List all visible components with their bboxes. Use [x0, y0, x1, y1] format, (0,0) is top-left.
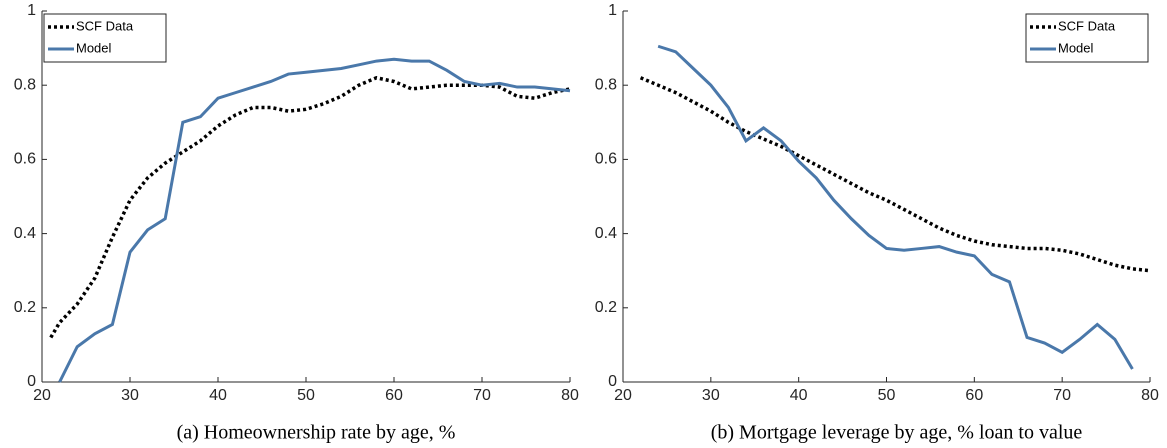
- x-tick-label: 80: [1141, 387, 1159, 404]
- y-tick-label: 1: [27, 2, 36, 19]
- y-tick-label: 0: [608, 373, 617, 390]
- y-tick-label: 0.2: [595, 299, 617, 316]
- x-tick-label: 60: [965, 387, 983, 404]
- y-tick-label: 0.4: [595, 225, 617, 242]
- x-tick-label: 20: [33, 387, 51, 404]
- x-tick-label: 70: [1053, 387, 1071, 404]
- caption: (b) Mortgage leverage by age, % loan to …: [711, 422, 1083, 444]
- caption: (a) Homeownership rate by age, %: [177, 422, 456, 444]
- x-tick-label: 50: [297, 387, 315, 404]
- x-tick-label: 20: [614, 387, 632, 404]
- series-line: [639, 76, 1151, 273]
- y-tick-label: 0.4: [14, 225, 36, 242]
- x-tick-label: 40: [209, 387, 227, 404]
- y-tick-label: 0.2: [14, 299, 36, 316]
- y-tick-label: 0.6: [595, 151, 617, 168]
- y-tick-label: 0.8: [595, 76, 617, 93]
- x-tick-label: 50: [878, 387, 896, 404]
- x-tick-label: 70: [473, 387, 491, 404]
- y-tick-label: 0.8: [14, 76, 36, 93]
- legend-label: Model: [76, 40, 112, 55]
- series-line: [49, 75, 571, 339]
- series-line: [58, 57, 571, 383]
- legend-label: SCF Data: [76, 18, 134, 33]
- legend-box: [43, 13, 167, 63]
- y-tick-label: 0: [27, 373, 36, 390]
- legend-label: Model: [1058, 40, 1094, 55]
- series-line: [657, 44, 1134, 370]
- x-tick-label: 30: [702, 387, 720, 404]
- x-tick-label: 40: [790, 387, 808, 404]
- legend-box: [1025, 13, 1149, 63]
- y-tick-label: 1: [608, 2, 617, 19]
- x-tick-label: 30: [121, 387, 139, 404]
- legend-label: SCF Data: [1058, 18, 1116, 33]
- x-tick-label: 60: [385, 387, 403, 404]
- x-tick-label: 80: [561, 387, 579, 404]
- y-tick-label: 0.6: [14, 151, 36, 168]
